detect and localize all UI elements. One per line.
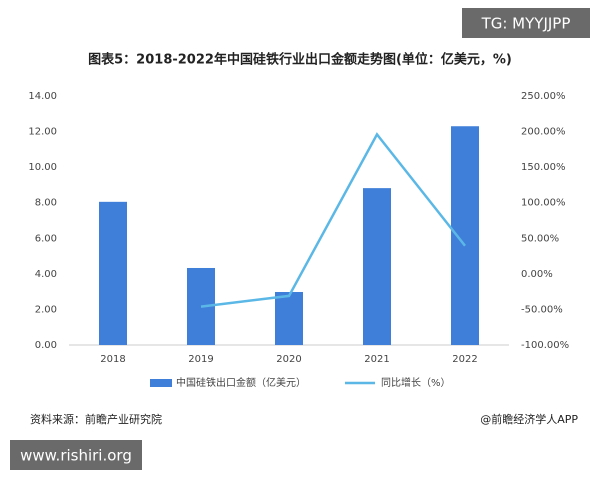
bar bbox=[99, 201, 127, 345]
bar bbox=[451, 126, 479, 345]
y2-tick-label: -100.00% bbox=[521, 340, 569, 351]
x-tick-label: 2021 bbox=[364, 354, 389, 365]
watermark: www.rishiri.org bbox=[20, 447, 132, 465]
y2-tick-label: 0.00% bbox=[521, 269, 553, 280]
y-tick-label: 2.00 bbox=[35, 304, 57, 315]
x-tick-label: 2020 bbox=[276, 354, 301, 365]
y-tick-label: 14.00 bbox=[28, 91, 57, 102]
bar bbox=[275, 291, 303, 345]
y-tick-label: 6.00 bbox=[35, 233, 57, 244]
y-tick-label: 12.00 bbox=[28, 127, 57, 138]
source: 资料来源：前瞻产业研究院 bbox=[30, 412, 162, 426]
legend-label: 中国硅铁出口金额（亿美元） bbox=[176, 376, 306, 389]
y2-tick-label: 100.00% bbox=[521, 198, 566, 209]
y2-tick-label: 250.00% bbox=[521, 91, 566, 102]
chart-title: 图表5：2018-2022年中国硅铁行业出口金额走势图(单位：亿美元，%) bbox=[88, 52, 512, 68]
credit: @前瞻经济学人APP bbox=[480, 412, 578, 426]
x-tick-label: 2019 bbox=[188, 354, 213, 365]
watermark-box bbox=[10, 440, 142, 470]
line bbox=[200, 132, 466, 308]
y-tick-label: 0.00 bbox=[35, 340, 57, 351]
bar bbox=[363, 188, 391, 345]
y2-tick-label: 50.00% bbox=[521, 233, 559, 244]
y2-tick-label: 200.00% bbox=[521, 127, 566, 138]
y-tick-label: 4.00 bbox=[35, 269, 57, 280]
x-tick-label: 2018 bbox=[100, 354, 125, 365]
legend-swatch bbox=[150, 379, 172, 387]
y-tick-label: 8.00 bbox=[35, 198, 57, 209]
x-tick-label: 2022 bbox=[452, 354, 477, 365]
watermark-box bbox=[462, 8, 590, 38]
watermark: TG: MYYJJPP bbox=[481, 15, 571, 33]
legend-label: 同比增长（%） bbox=[381, 376, 451, 389]
y2-tick-label: -50.00% bbox=[521, 304, 563, 315]
y-tick-label: 10.00 bbox=[28, 162, 57, 173]
y2-tick-label: 150.00% bbox=[521, 162, 566, 173]
